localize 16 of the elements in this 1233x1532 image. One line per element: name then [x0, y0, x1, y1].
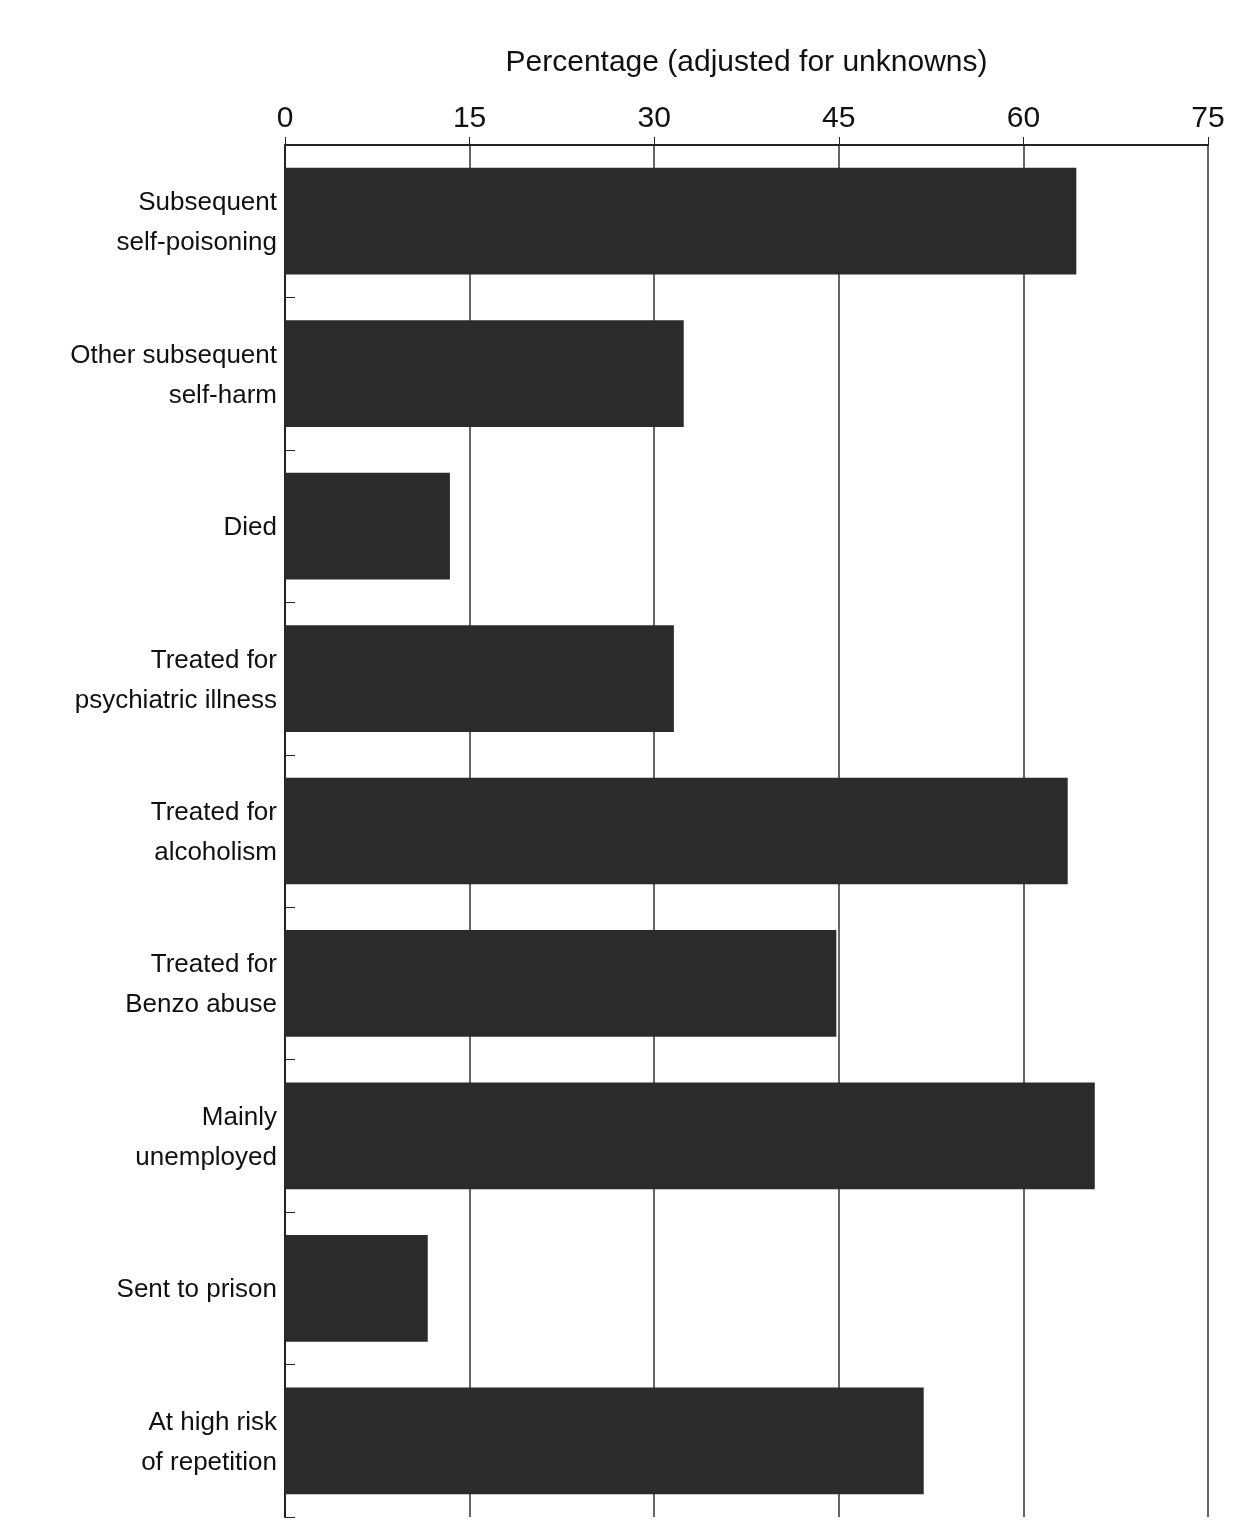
- y-tick-label: Sent to prison: [116, 1273, 277, 1304]
- x-tick-label: 30: [637, 99, 671, 133]
- x-tick-label: 75: [1191, 99, 1225, 133]
- y-tick-label: At high risk of repetition: [141, 1405, 278, 1476]
- y-tick-label: Subsequent self-poisoning: [116, 186, 278, 257]
- y-tick-label: Died: [223, 511, 277, 542]
- x-tick-label: 0: [276, 99, 294, 133]
- y-tick-label: Treated for psychiatric illness: [74, 643, 278, 714]
- y-tick-label: Other subsequent self-harm: [70, 338, 278, 409]
- x-tick-label: 45: [822, 99, 856, 133]
- y-tick-label: Treated for Benzo abuse: [125, 948, 278, 1019]
- x-tick-label: 60: [1006, 99, 1041, 133]
- x-tick-label: 15: [452, 99, 487, 133]
- y-tick-label: Treated for alcoholism: [150, 796, 278, 866]
- y-tick-label: Mainly unemployed: [135, 1100, 277, 1171]
- x-axis-title: Percentage (adjusted for unknowns): [505, 43, 988, 77]
